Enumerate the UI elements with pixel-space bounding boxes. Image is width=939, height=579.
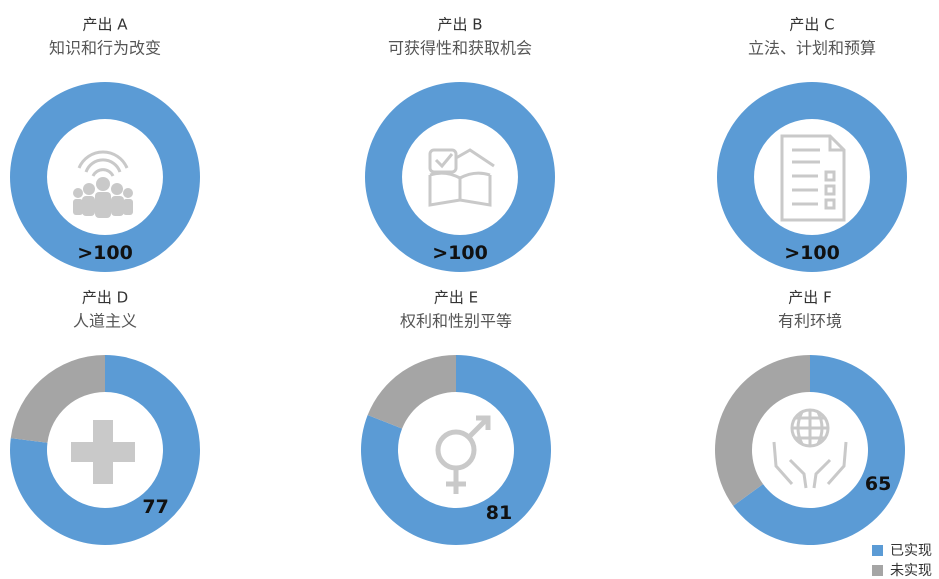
chart-subtitle: 人道主义 [73, 312, 137, 331]
donut-segment [365, 82, 555, 272]
icon-book [428, 148, 495, 207]
icon-cross [71, 420, 135, 484]
chart-title: 产出 A [82, 16, 128, 34]
chart-subtitle: 权利和性别平等 [400, 312, 512, 331]
chart-subtitle: 知识和行为改变 [49, 39, 161, 58]
donut-segment [717, 82, 907, 272]
value-label: 81 [486, 502, 512, 524]
chart-title: 产出 E [434, 289, 478, 307]
chart-title: 产出 B [437, 16, 482, 34]
legend-label: 未实现 [890, 563, 932, 579]
legend-swatch [872, 545, 883, 556]
donut-segment [361, 355, 551, 545]
value-label: >100 [432, 242, 488, 264]
donut-segment [733, 355, 905, 545]
icon-people [73, 150, 133, 218]
value-label: 77 [142, 496, 168, 518]
chart-subtitle: 可获得性和获取机会 [388, 39, 532, 58]
legend-label: 已实现 [890, 543, 932, 559]
chart-title: 产出 F [788, 289, 831, 307]
donut-segment [367, 355, 456, 429]
icon-document [780, 134, 846, 222]
donut-segment [10, 354, 201, 545]
icon-globe-hands [772, 408, 848, 489]
donut-segment [10, 355, 106, 443]
value-label: >100 [77, 242, 133, 264]
chart-title: 产出 C [789, 16, 834, 34]
chart-title: 产出 D [82, 289, 128, 307]
legend-swatch [872, 565, 883, 576]
icon-gender [435, 415, 491, 494]
chart-subtitle: 有利环境 [778, 312, 842, 331]
donut-segment [10, 82, 200, 272]
value-label: >100 [784, 242, 840, 264]
chart-subtitle: 立法、计划和预算 [748, 39, 876, 58]
value-label: 65 [865, 473, 891, 495]
donut-segment [715, 355, 810, 506]
